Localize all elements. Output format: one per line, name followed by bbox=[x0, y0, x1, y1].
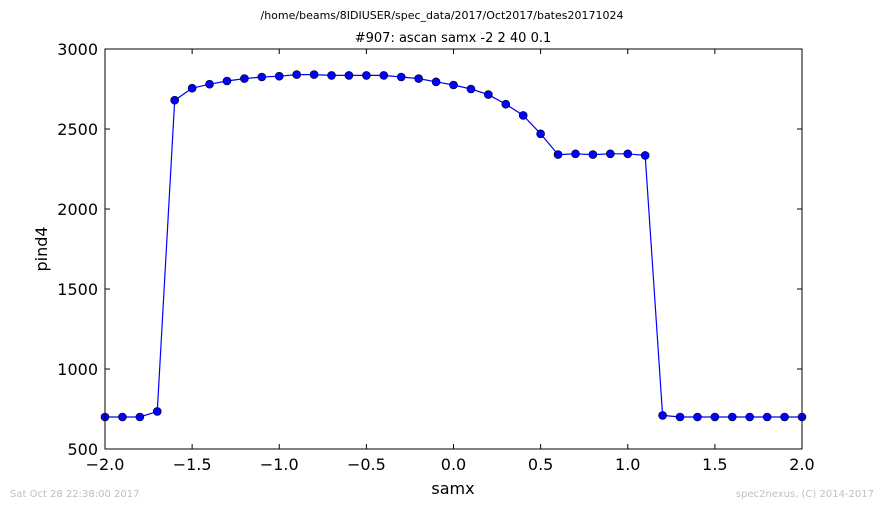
data-point bbox=[135, 412, 145, 422]
data-point bbox=[693, 412, 702, 422]
data-point bbox=[327, 71, 336, 80]
series-line bbox=[105, 73, 802, 418]
data-point bbox=[205, 79, 214, 89]
data-point bbox=[484, 90, 493, 99]
data-point bbox=[553, 150, 563, 159]
data-point bbox=[362, 71, 371, 80]
data-point bbox=[623, 149, 633, 159]
data-point bbox=[118, 412, 127, 422]
x-tick-label: 0.5 bbox=[528, 455, 553, 474]
y-tick-label: 500 bbox=[67, 440, 98, 459]
y-tick-label: 3000 bbox=[57, 40, 98, 59]
data-point bbox=[292, 70, 301, 79]
x-tick-label: −0.5 bbox=[347, 455, 386, 474]
data-point bbox=[222, 76, 232, 86]
data-point bbox=[431, 77, 441, 87]
data-point bbox=[152, 407, 162, 416]
chart-title: #907: ascan samx -2 2 40 0.1 bbox=[355, 31, 552, 46]
data-point bbox=[675, 412, 685, 422]
x-tick-label: 2.0 bbox=[789, 455, 814, 474]
data-point bbox=[396, 72, 406, 82]
footer-copyright: spec2nexus, (C) 2014-2017 bbox=[735, 489, 874, 500]
data-point bbox=[170, 95, 179, 105]
y-tick-label: 1500 bbox=[57, 280, 98, 299]
data-point bbox=[257, 72, 267, 82]
data-point bbox=[414, 74, 423, 83]
data-point bbox=[518, 111, 528, 120]
x-tick-label: −2.0 bbox=[86, 455, 125, 474]
data-point bbox=[780, 412, 789, 422]
x-tick-label: 0.0 bbox=[441, 455, 466, 474]
data-point bbox=[501, 99, 511, 109]
y-axis-label: pind4 bbox=[32, 226, 51, 271]
data-point bbox=[762, 412, 772, 422]
y-tick-label: 2500 bbox=[57, 120, 98, 139]
chart-suptitle: /home/beams/8IDIUSER/spec_data/2017/Oct2… bbox=[261, 9, 624, 22]
data-point bbox=[710, 412, 720, 422]
y-tick-label: 1000 bbox=[57, 360, 98, 379]
data-point bbox=[727, 412, 737, 422]
y-tick-label: 2000 bbox=[57, 200, 98, 219]
data-point bbox=[658, 411, 667, 420]
x-tick-label: 1.5 bbox=[702, 455, 727, 474]
data-point bbox=[187, 83, 197, 93]
data-point bbox=[379, 71, 389, 80]
data-point bbox=[640, 151, 650, 160]
data-point bbox=[466, 84, 476, 94]
x-axis-label: samx bbox=[431, 479, 474, 498]
data-series bbox=[100, 70, 807, 422]
x-tick-label: −1.5 bbox=[173, 455, 212, 474]
x-tick-label: 1.0 bbox=[615, 455, 640, 474]
data-point bbox=[536, 129, 545, 139]
x-tick-label: −1.0 bbox=[260, 455, 299, 474]
data-point bbox=[309, 70, 319, 79]
data-point bbox=[588, 150, 598, 159]
data-point bbox=[274, 71, 284, 81]
data-point bbox=[344, 71, 354, 80]
footer-timestamp: Sat Oct 28 22:38:00 2017 bbox=[10, 489, 140, 500]
data-point bbox=[745, 412, 755, 422]
tick-group: −2.0 −1.5 −1.0 −0.5 0.0 0.5 1.0 1.5 2.0 500 1000 15… bbox=[57, 40, 814, 474]
plot-frame bbox=[104, 48, 803, 450]
data-point bbox=[571, 149, 580, 159]
data-point bbox=[449, 80, 458, 90]
data-point bbox=[240, 74, 249, 83]
data-point bbox=[606, 149, 615, 159]
